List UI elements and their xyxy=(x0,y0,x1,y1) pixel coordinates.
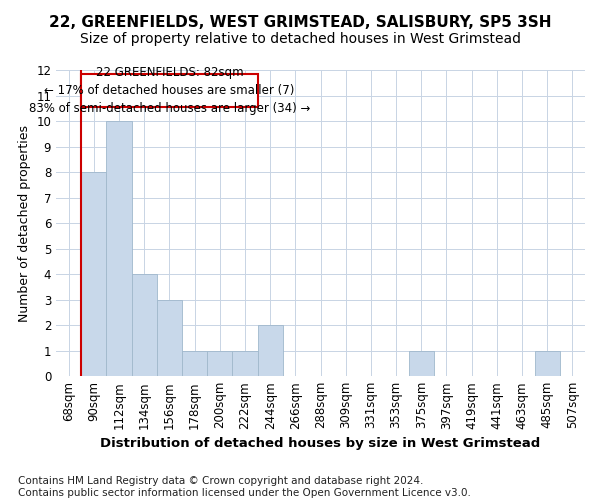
Bar xyxy=(257,325,283,376)
Text: 22 GREENFIELDS: 82sqm
← 17% of detached houses are smaller (7)
83% of semi-detac: 22 GREENFIELDS: 82sqm ← 17% of detached … xyxy=(29,66,310,115)
Bar xyxy=(131,274,157,376)
Text: Contains HM Land Registry data © Crown copyright and database right 2024.
Contai: Contains HM Land Registry data © Crown c… xyxy=(18,476,471,498)
Text: 22, GREENFIELDS, WEST GRIMSTEAD, SALISBURY, SP5 3SH: 22, GREENFIELDS, WEST GRIMSTEAD, SALISBU… xyxy=(49,15,551,30)
Y-axis label: Number of detached properties: Number of detached properties xyxy=(17,124,31,322)
Bar xyxy=(157,300,182,376)
Bar xyxy=(207,350,232,376)
X-axis label: Distribution of detached houses by size in West Grimstead: Distribution of detached houses by size … xyxy=(100,437,541,450)
Bar xyxy=(535,350,560,376)
Bar xyxy=(182,350,207,376)
Bar xyxy=(232,350,257,376)
Text: Size of property relative to detached houses in West Grimstead: Size of property relative to detached ho… xyxy=(79,32,521,46)
Bar xyxy=(81,172,106,376)
Bar xyxy=(409,350,434,376)
Bar xyxy=(106,121,131,376)
FancyBboxPatch shape xyxy=(81,74,257,107)
